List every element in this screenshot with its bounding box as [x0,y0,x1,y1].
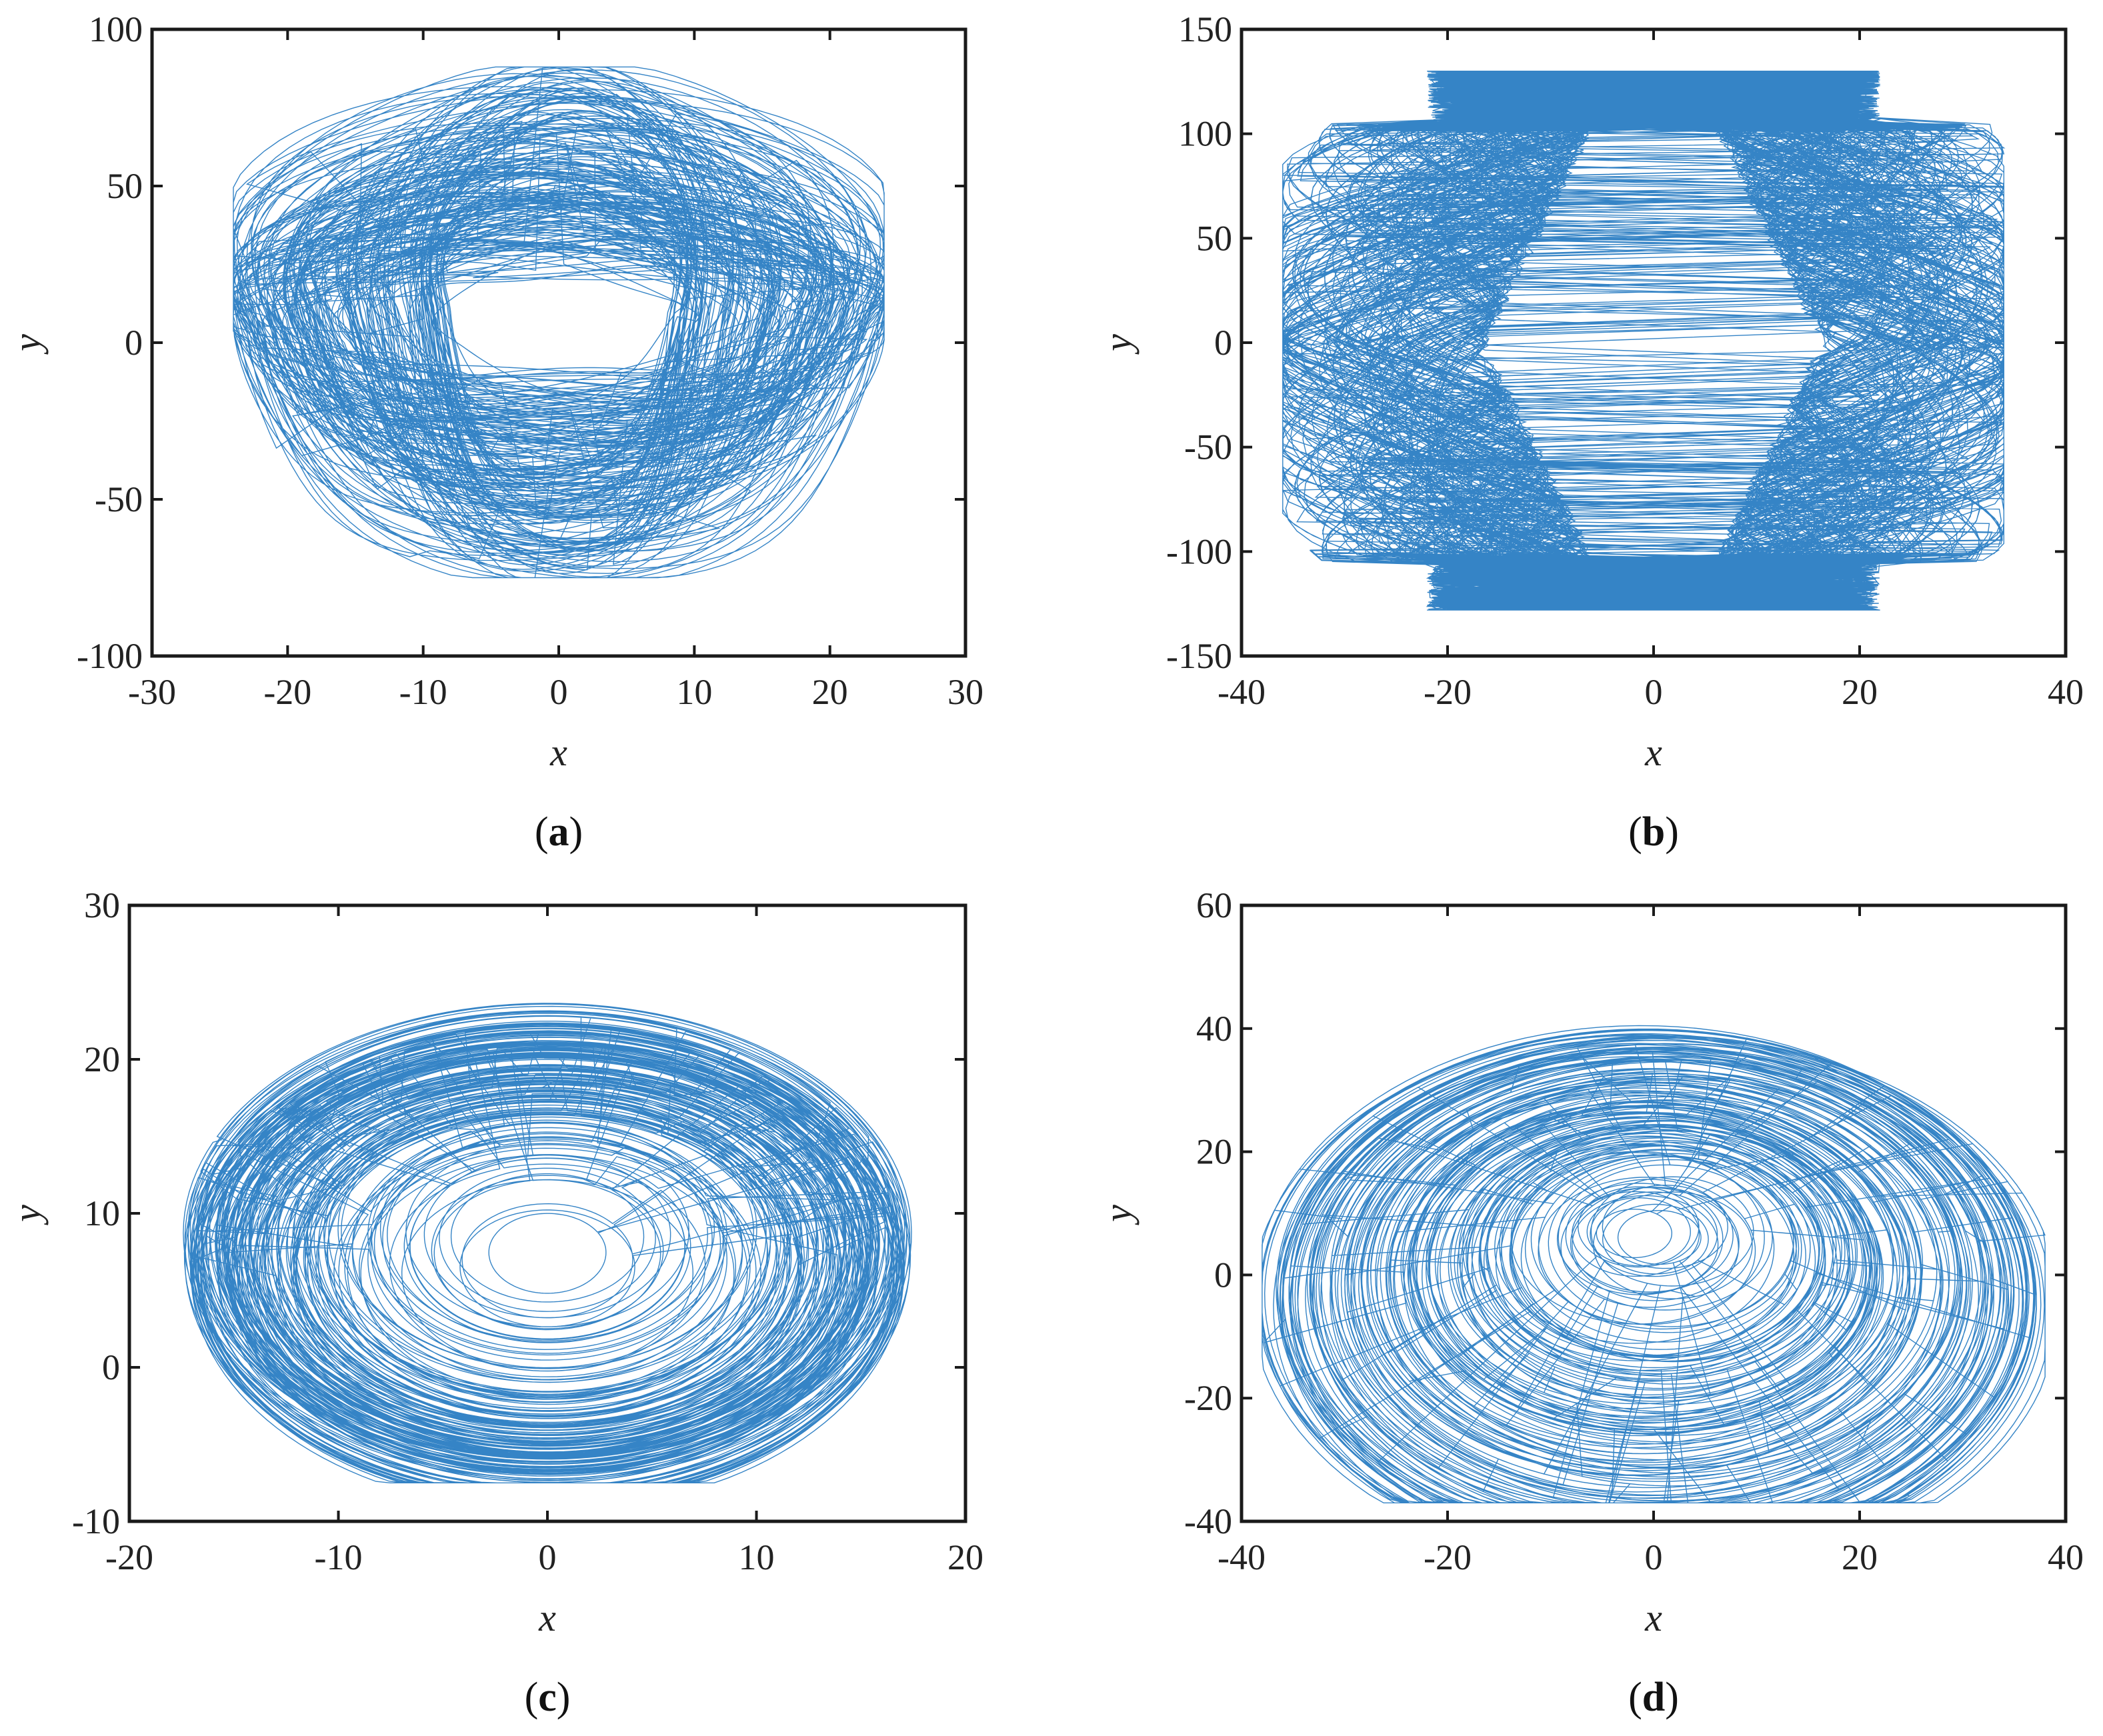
y-axis-label: y [5,334,49,355]
x-tick-label: 10 [676,672,712,712]
x-tick-label: 20 [1842,672,1878,712]
panel-b: -40 -20 0 20 40 -150 -100 -50 0 50 100 150 x y (b) [1096,9,2084,855]
y-tick-label: -10 [72,1501,120,1541]
x-tick-label: -20 [105,1537,153,1577]
x-tick-label: -40 [1218,1537,1266,1577]
x-tick-label: -20 [263,672,311,712]
y-tick-label: 50 [107,166,143,206]
y-tick-label: 150 [1178,9,1232,49]
y-tick-label: 100 [89,9,143,49]
x-tick-label: 0 [1645,672,1663,712]
y-tick-label: -50 [1184,427,1232,467]
panel-label: (d) [1628,1675,1679,1720]
x-axis-label: x [1644,1596,1662,1639]
y-tick-label: 40 [1196,1009,1232,1049]
x-tick-label: 40 [2048,1537,2084,1577]
x-tick-label: -20 [1424,1537,1472,1577]
y-tick-label: 20 [84,1039,120,1079]
x-axis-label: x [1644,731,1662,774]
x-tick-label: 20 [1842,1537,1878,1577]
x-axis-label: x [549,731,567,774]
y-axis-label: y [1096,1205,1140,1225]
y-tick-label: -150 [1166,636,1232,676]
x-tick-label: -20 [1424,672,1472,712]
y-tick-label: 0 [102,1347,120,1387]
y-tick-label: 50 [1196,218,1232,258]
y-axis-label: y [5,1205,49,1225]
trajectory-line [233,66,885,579]
panel-label: (b) [1628,809,1679,855]
y-tick-label: 60 [1196,885,1232,925]
panel-label: (a) [535,809,583,855]
y-tick-label: 30 [84,885,120,925]
y-tick-label: 100 [1178,114,1232,154]
y-axis-label: y [1096,334,1140,355]
x-tick-label: 20 [812,672,848,712]
y-tick-label: -40 [1184,1501,1232,1541]
trajectory-line [183,1003,912,1483]
y-tick-label: 0 [1214,323,1232,363]
x-tick-label: -40 [1218,672,1266,712]
x-axis-label: x [538,1596,556,1639]
y-tick-label: -20 [1184,1378,1232,1418]
x-tick-label: -10 [315,1537,363,1577]
panel-d: -40 -20 0 20 40 -40 -20 0 20 40 60 x y (d) [1096,885,2084,1720]
x-tick-label: 40 [2048,672,2084,712]
x-tick-label: 20 [947,1537,983,1577]
x-tick-label: 0 [539,1537,557,1577]
y-tick-label: 0 [125,323,143,363]
y-tick-label: 10 [84,1193,120,1233]
x-tick-label: 0 [550,672,568,712]
trajectory-line [1262,1025,2046,1503]
x-tick-label: 10 [739,1537,775,1577]
y-tick-label: 0 [1214,1255,1232,1295]
x-tick-label: 0 [1645,1537,1663,1577]
y-tick-label: 20 [1196,1132,1232,1172]
y-tick-label: -50 [95,479,143,519]
y-tick-label: -100 [1166,531,1232,571]
x-tick-label: -30 [128,672,176,712]
x-tick-label: -10 [399,672,447,712]
y-tick-label: -100 [77,636,143,676]
panel-label: (c) [525,1675,571,1720]
trajectory-line [1282,70,2006,611]
x-tick-label: 30 [947,672,983,712]
